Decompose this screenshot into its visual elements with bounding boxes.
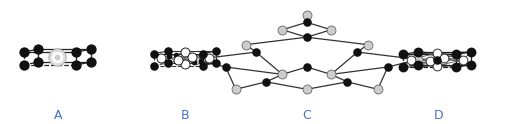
Point: [181, 51, 189, 53]
Point: [425, 60, 433, 62]
Point: [364, 44, 372, 46]
Point: [53, 56, 61, 58]
Point: [87, 61, 95, 63]
Point: [87, 48, 95, 50]
Point: [34, 61, 43, 63]
Point: [343, 81, 351, 83]
Point: [212, 50, 220, 52]
Point: [19, 64, 27, 66]
Point: [384, 66, 392, 68]
Point: [414, 59, 422, 61]
Point: [163, 62, 171, 64]
Text: D: D: [434, 109, 443, 122]
Point: [172, 60, 180, 62]
Point: [452, 53, 460, 55]
Point: [467, 51, 475, 53]
Point: [163, 50, 171, 52]
Point: [232, 88, 240, 90]
Point: [157, 57, 165, 59]
Point: [212, 62, 220, 64]
Point: [441, 57, 449, 59]
Point: [433, 65, 441, 67]
Point: [467, 64, 475, 66]
Point: [172, 54, 180, 56]
Point: [174, 59, 183, 61]
Point: [205, 57, 213, 59]
Point: [165, 55, 173, 57]
Point: [242, 44, 250, 46]
Point: [407, 59, 415, 61]
Point: [190, 55, 198, 57]
Point: [414, 64, 422, 66]
Point: [327, 73, 335, 75]
Point: [150, 65, 158, 67]
Point: [433, 52, 441, 54]
Point: [150, 53, 158, 55]
Text: B: B: [180, 109, 190, 122]
Text: C: C: [302, 109, 311, 122]
Point: [303, 14, 311, 16]
Point: [188, 56, 196, 58]
Point: [414, 51, 422, 53]
Point: [53, 56, 61, 58]
Point: [181, 63, 189, 65]
Point: [374, 88, 382, 90]
Point: [19, 51, 27, 53]
Point: [191, 59, 199, 61]
Point: [197, 54, 205, 56]
Point: [278, 29, 286, 31]
Point: [262, 81, 270, 83]
Point: [303, 88, 311, 90]
Point: [199, 65, 207, 67]
Point: [190, 61, 198, 63]
Point: [459, 59, 467, 61]
Point: [303, 36, 311, 38]
Point: [278, 73, 286, 75]
Point: [34, 48, 43, 50]
Point: [53, 56, 61, 58]
Point: [72, 64, 80, 66]
Text: A: A: [54, 109, 62, 122]
Point: [452, 66, 460, 68]
Point: [327, 29, 335, 31]
Point: [165, 61, 173, 63]
Point: [433, 59, 441, 61]
Point: [399, 53, 407, 55]
Point: [399, 66, 407, 68]
Point: [222, 66, 230, 68]
Point: [303, 66, 311, 68]
Point: [353, 51, 361, 53]
Point: [303, 21, 311, 23]
Point: [197, 60, 205, 62]
Point: [199, 53, 207, 55]
Point: [72, 51, 80, 53]
Point: [252, 51, 260, 53]
